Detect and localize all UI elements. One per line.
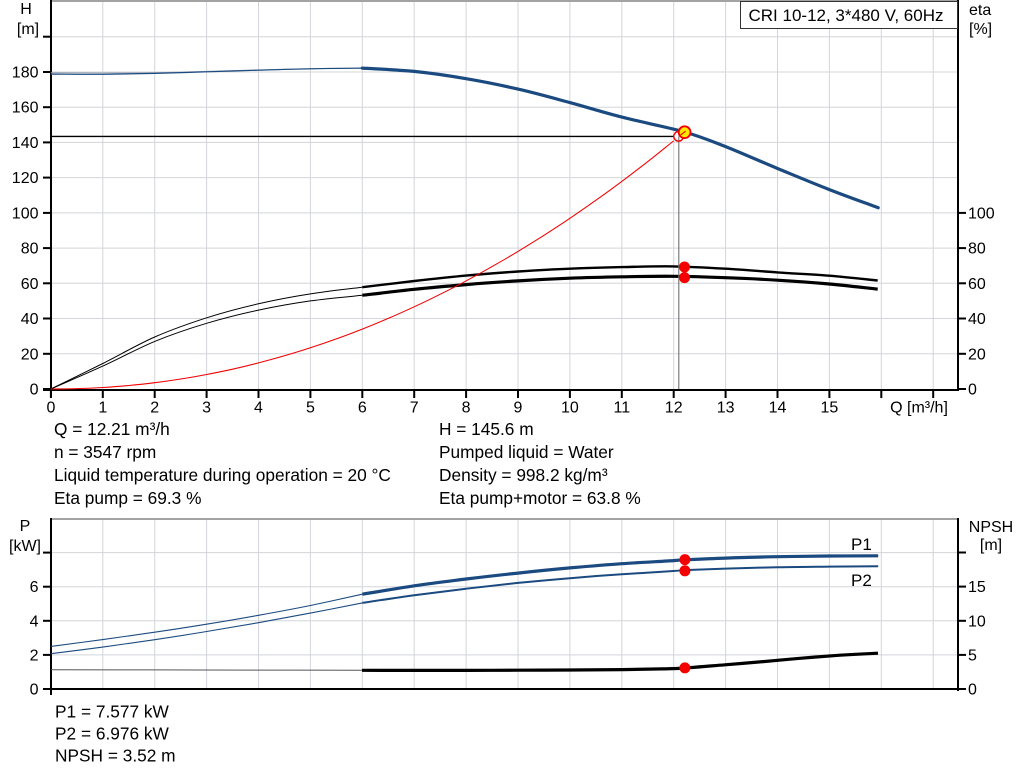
svg-text:40: 40 xyxy=(21,311,39,328)
svg-text:180: 180 xyxy=(12,65,39,82)
svg-text:15: 15 xyxy=(821,400,839,417)
svg-text:40: 40 xyxy=(968,311,986,328)
svg-text:0: 0 xyxy=(968,382,977,399)
svg-text:P2 = 6.976 kW: P2 = 6.976 kW xyxy=(55,724,170,744)
svg-text:0: 0 xyxy=(30,682,39,699)
svg-text:n = 3547 rpm: n = 3547 rpm xyxy=(54,442,156,462)
svg-text:2: 2 xyxy=(30,647,39,664)
svg-text:10: 10 xyxy=(968,613,986,630)
svg-text:80: 80 xyxy=(968,241,986,258)
svg-text:Eta pump = 69.3 %: Eta pump = 69.3 % xyxy=(54,488,201,508)
svg-text:160: 160 xyxy=(12,100,39,117)
svg-text:5: 5 xyxy=(306,400,315,417)
svg-text:12: 12 xyxy=(665,400,683,417)
svg-text:140: 140 xyxy=(12,135,39,152)
svg-text:Liquid temperature during oper: Liquid temperature during operation = 20… xyxy=(54,465,391,485)
svg-text:8: 8 xyxy=(462,400,471,417)
svg-text:15: 15 xyxy=(968,579,986,596)
svg-text:1: 1 xyxy=(98,400,107,417)
svg-text:H: H xyxy=(20,1,32,18)
svg-text:0: 0 xyxy=(46,400,55,417)
svg-text:P1 = 7.577 kW: P1 = 7.577 kW xyxy=(55,702,170,722)
svg-text:11: 11 xyxy=(613,400,630,417)
svg-text:Q = 12.21 m³/h: Q = 12.21 m³/h xyxy=(54,419,170,439)
svg-text:6: 6 xyxy=(30,579,39,596)
svg-text:60: 60 xyxy=(21,276,39,293)
svg-text:[m]: [m] xyxy=(17,21,39,38)
svg-text:4: 4 xyxy=(30,613,39,630)
svg-text:CRI 10-12, 3*480 V, 60Hz: CRI 10-12, 3*480 V, 60Hz xyxy=(749,6,944,25)
svg-text:0: 0 xyxy=(30,382,39,399)
svg-text:20: 20 xyxy=(968,346,986,363)
svg-text:20: 20 xyxy=(21,346,39,363)
svg-text:6: 6 xyxy=(358,400,367,417)
svg-text:100: 100 xyxy=(968,205,995,222)
svg-text:60: 60 xyxy=(968,276,986,293)
svg-text:P1: P1 xyxy=(851,535,872,554)
svg-text:4: 4 xyxy=(254,400,263,417)
svg-text:0: 0 xyxy=(968,682,977,699)
svg-text:NPSH: NPSH xyxy=(969,519,1013,536)
svg-text:eta: eta xyxy=(969,2,991,19)
svg-text:9: 9 xyxy=(514,400,523,417)
svg-text:Q [m³/h]: Q [m³/h] xyxy=(890,400,948,417)
svg-text:80: 80 xyxy=(21,241,39,258)
svg-text:[kW]: [kW] xyxy=(9,538,41,555)
svg-text:100: 100 xyxy=(12,205,39,222)
svg-text:[m]: [m] xyxy=(980,537,1002,554)
svg-text:13: 13 xyxy=(717,400,735,417)
svg-text:Density = 998.2 kg/m³: Density = 998.2 kg/m³ xyxy=(439,465,608,485)
svg-text:H = 145.6 m: H = 145.6 m xyxy=(439,419,534,439)
svg-text:10: 10 xyxy=(561,400,579,417)
svg-text:120: 120 xyxy=(12,170,39,187)
svg-text:Eta pump+motor = 63.8 %: Eta pump+motor = 63.8 % xyxy=(439,488,641,508)
svg-text:NPSH = 3.52 m: NPSH = 3.52 m xyxy=(55,746,176,766)
svg-text:P2: P2 xyxy=(851,571,872,590)
svg-text:14: 14 xyxy=(769,400,787,417)
svg-text:Pumped liquid = Water: Pumped liquid = Water xyxy=(439,442,614,462)
svg-text:[%]: [%] xyxy=(969,21,992,38)
svg-text:7: 7 xyxy=(410,400,419,417)
svg-text:P: P xyxy=(20,518,31,535)
svg-text:2: 2 xyxy=(150,400,159,417)
svg-text:3: 3 xyxy=(202,400,211,417)
svg-text:5: 5 xyxy=(968,647,977,664)
